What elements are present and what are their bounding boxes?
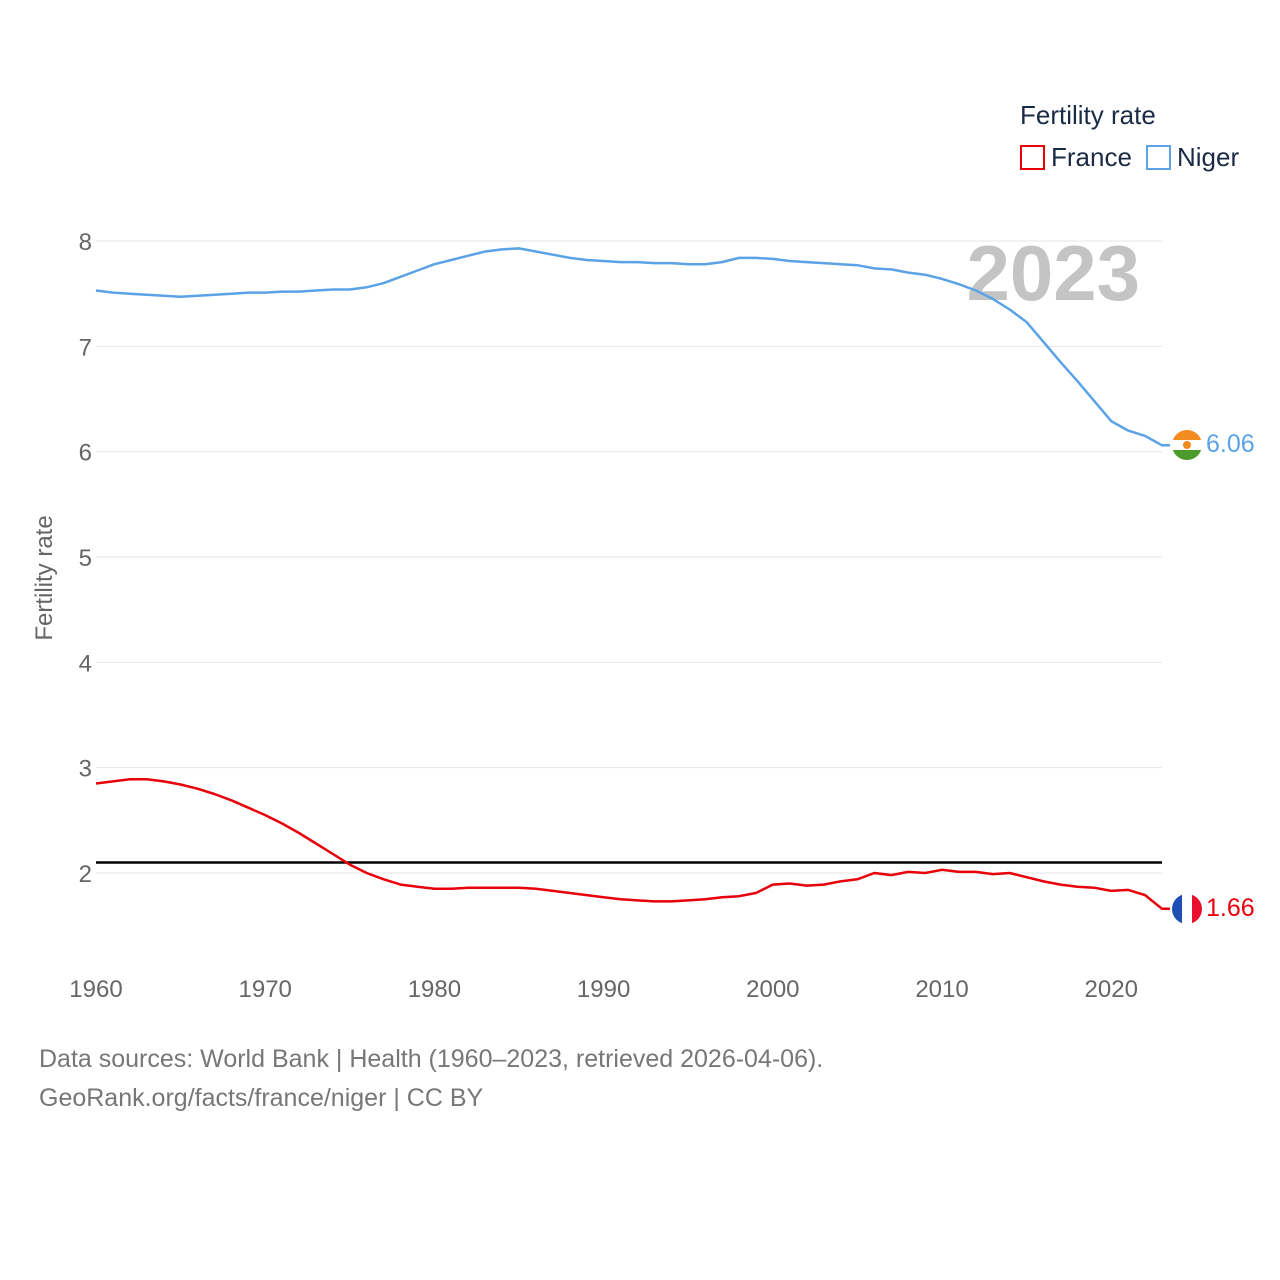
- y-tick-label: 3: [79, 756, 92, 783]
- legend: Fertility rate France Niger: [1020, 100, 1239, 172]
- x-tick-label: 1980: [408, 976, 461, 1003]
- y-tick-label: 2: [79, 861, 92, 888]
- y-tick-label: 7: [79, 334, 92, 361]
- x-tick-label: 2000: [746, 976, 799, 1003]
- x-tick-label: 1960: [69, 976, 122, 1003]
- y-tick-label: 5: [79, 545, 92, 572]
- year-watermark: 2023: [966, 229, 1140, 317]
- legend-label-france: France: [1051, 142, 1132, 172]
- legend-swatch-france: [1020, 145, 1045, 170]
- y-axis-ticks: 2 3 4 5 6 7 8: [79, 229, 92, 888]
- france-end-value: 1.66: [1206, 894, 1255, 922]
- niger-line: [95, 247, 1170, 447]
- legend-label-niger: Niger: [1177, 142, 1239, 172]
- y-tick-label: 4: [79, 650, 92, 677]
- legend-swatch-niger: [1146, 145, 1171, 170]
- niger-end-value: 6.06: [1206, 430, 1255, 458]
- niger-flag-icon: [1172, 430, 1202, 460]
- x-tick-label: 1970: [239, 976, 292, 1003]
- y-axis-title: Fertility rate: [31, 515, 58, 640]
- france-flag-icon: [1172, 894, 1202, 924]
- x-tick-label: 2010: [915, 976, 968, 1003]
- france-line: [95, 778, 1170, 911]
- footer-sources: Data sources: World Bank | Health (1960–…: [39, 1045, 824, 1073]
- footer-attribution[interactable]: GeoRank.org/facts/france/niger | CC BY: [39, 1084, 484, 1112]
- y-tick-label: 8: [79, 229, 92, 256]
- grid-lines: [96, 240, 1162, 874]
- x-axis-ticks: 1960 1970 1980 1990 2000 2010 2020: [69, 976, 1138, 1003]
- legend-item-france[interactable]: France: [1020, 142, 1132, 172]
- legend-title: Fertility rate: [1020, 100, 1156, 130]
- x-tick-label: 2020: [1085, 976, 1138, 1003]
- x-tick-label: 1990: [577, 976, 630, 1003]
- y-tick-label: 6: [79, 440, 92, 467]
- footer: Data sources: World Bank | Health (1960–…: [39, 1040, 823, 1118]
- legend-item-niger[interactable]: Niger: [1146, 142, 1239, 172]
